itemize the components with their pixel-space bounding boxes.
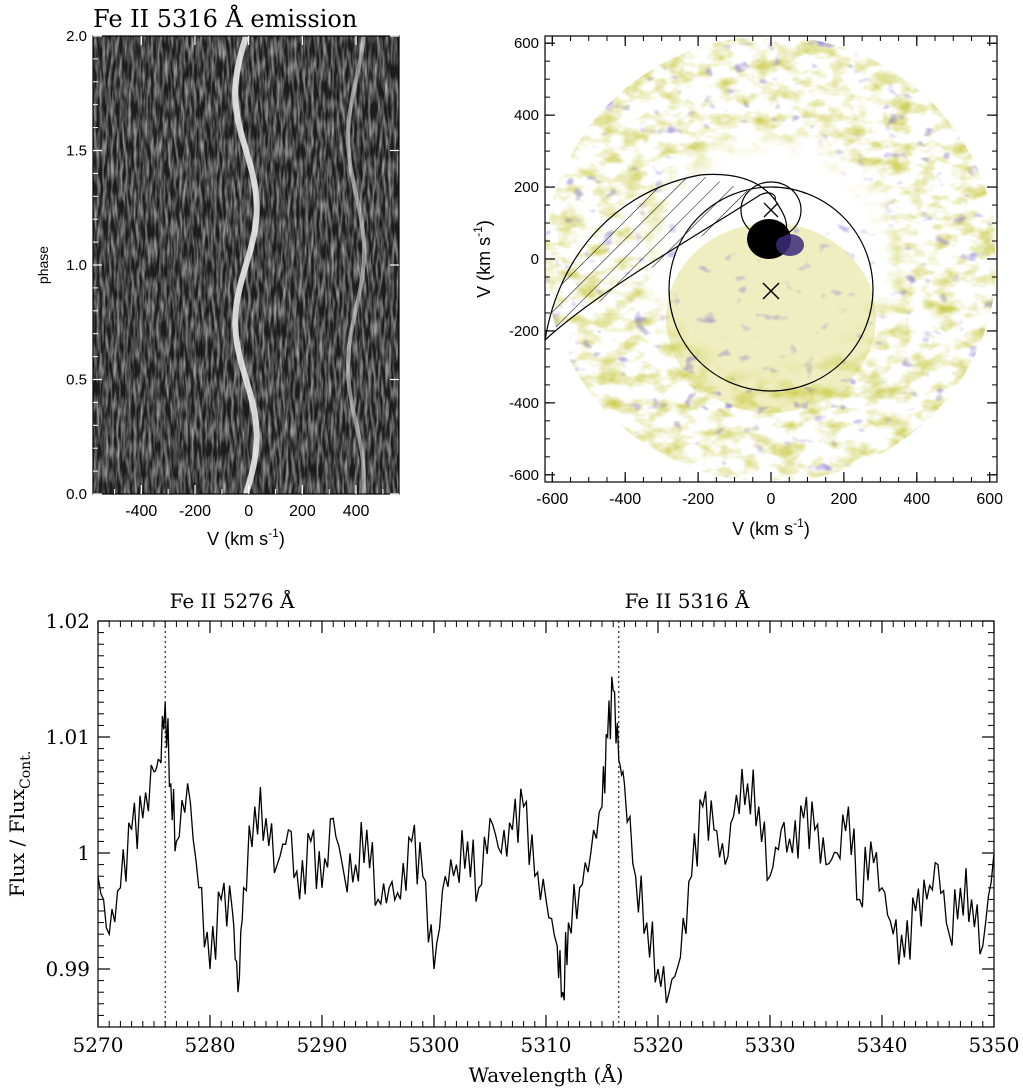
x-tick-label: -400	[125, 503, 157, 520]
ballistic-stream-outer	[544, 173, 776, 341]
roche-lobe-stream-hatch	[545, 175, 760, 340]
y-tick-label: 0.5	[66, 372, 87, 389]
y-tick-label: 400	[514, 107, 539, 124]
y-tick-label: 1.01	[45, 725, 90, 749]
y-tick-label: -200	[509, 323, 539, 340]
reference-lines	[164, 621, 620, 1027]
y-tick-label: 200	[514, 179, 539, 196]
tomogram-xlabel: V (km s-1)	[732, 516, 810, 539]
donor-marker	[763, 202, 779, 218]
x-tick-label: 5290	[297, 1033, 348, 1057]
x-tick-label: 600	[976, 491, 1003, 508]
x-tick-label: 5300	[409, 1033, 460, 1057]
trailed-spectrum-panel: Fe II 5316 Å emission -400 -200 0 200 400 0.0…	[35, 4, 400, 549]
x-tick-label: 400	[903, 491, 930, 508]
spectrum-xlabel: Wavelength (Å)	[468, 1062, 623, 1087]
x-tick-label: 5350	[969, 1033, 1020, 1057]
trailed-spectrum-image	[93, 36, 399, 494]
y-tick-label: 600	[514, 35, 539, 52]
spectrum-frame	[97, 620, 995, 1028]
x-tick-label: -200	[682, 491, 714, 508]
x-tick-label: 0	[767, 491, 776, 508]
spectrum-panel: Fe II 5276 Å Fe II 5316 Å 5270 5280 5290 53…	[5, 588, 1019, 1087]
y-tick-label: 1.02	[45, 609, 90, 633]
x-tick-label: 200	[289, 503, 316, 520]
spectrum-axes: 5270 5280 5290 5300 5310 5320 5330 5340 5350 0.99…	[45, 609, 1019, 1057]
spectrum-line	[98, 676, 994, 1004]
primary-roche-circle	[668, 186, 874, 392]
y-tick-label: 1.0	[66, 257, 87, 274]
x-tick-label: 5280	[185, 1033, 236, 1057]
y-tick-label: 1	[77, 841, 90, 865]
x-tick-label: 5270	[73, 1033, 124, 1057]
x-tick-label: 5320	[633, 1033, 684, 1057]
secondary-roche-lobe	[740, 181, 802, 239]
trailed-spectrum-ylabel: phase	[35, 246, 51, 284]
x-tick-label: 5340	[857, 1033, 908, 1057]
y-tick-label: 0.99	[45, 957, 90, 981]
x-tick-label: -400	[609, 491, 641, 508]
trailed-spectrum-title: Fe II 5316 Å emission	[93, 4, 357, 33]
tomogram-ylabel: V (km s-1)	[471, 220, 494, 298]
tomogram-panel: -600 -400 -200 0 200 400 600 -600 -400 -200 0 200 40…	[471, 35, 1003, 539]
ballistic-stream-inner	[544, 192, 776, 341]
secondary-streak	[345, 36, 367, 494]
y-tick-label: 0	[531, 251, 539, 268]
y-tick-label: 0.0	[66, 486, 87, 503]
x-tick-label: -600	[536, 491, 568, 508]
y-tick-label: -400	[509, 395, 539, 412]
line-label-5316: Fe II 5316 Å	[625, 588, 750, 613]
line-label-5276: Fe II 5276 Å	[170, 588, 295, 613]
trailed-spectrum-axes: -400 -200 0 200 400 0.0 0.5 1.0 1.5 2.0	[66, 28, 399, 520]
tomogram-image	[545, 36, 997, 482]
tomogram-overlay	[544, 173, 874, 392]
x-tick-label: 400	[343, 503, 370, 520]
s-wave-streak	[232, 36, 260, 494]
x-tick-label: 0	[244, 503, 253, 520]
x-tick-label: 5330	[745, 1033, 796, 1057]
spectrum-ylabel: Flux / FluxCont.	[5, 751, 34, 898]
y-tick-label: -600	[509, 467, 539, 484]
x-tick-label: -200	[179, 503, 211, 520]
tomogram-axes: -600 -400 -200 0 200 400 600 -600 -400 -200 0 200 40…	[509, 35, 1003, 508]
x-tick-label: 200	[831, 491, 858, 508]
x-tick-label: 5310	[521, 1033, 572, 1057]
y-tick-label: 1.5	[66, 143, 87, 160]
white-dwarf-marker	[762, 282, 780, 300]
y-tick-label: 2.0	[66, 28, 87, 45]
trailed-spectrum-xlabel: V (km s-1)	[207, 526, 285, 549]
